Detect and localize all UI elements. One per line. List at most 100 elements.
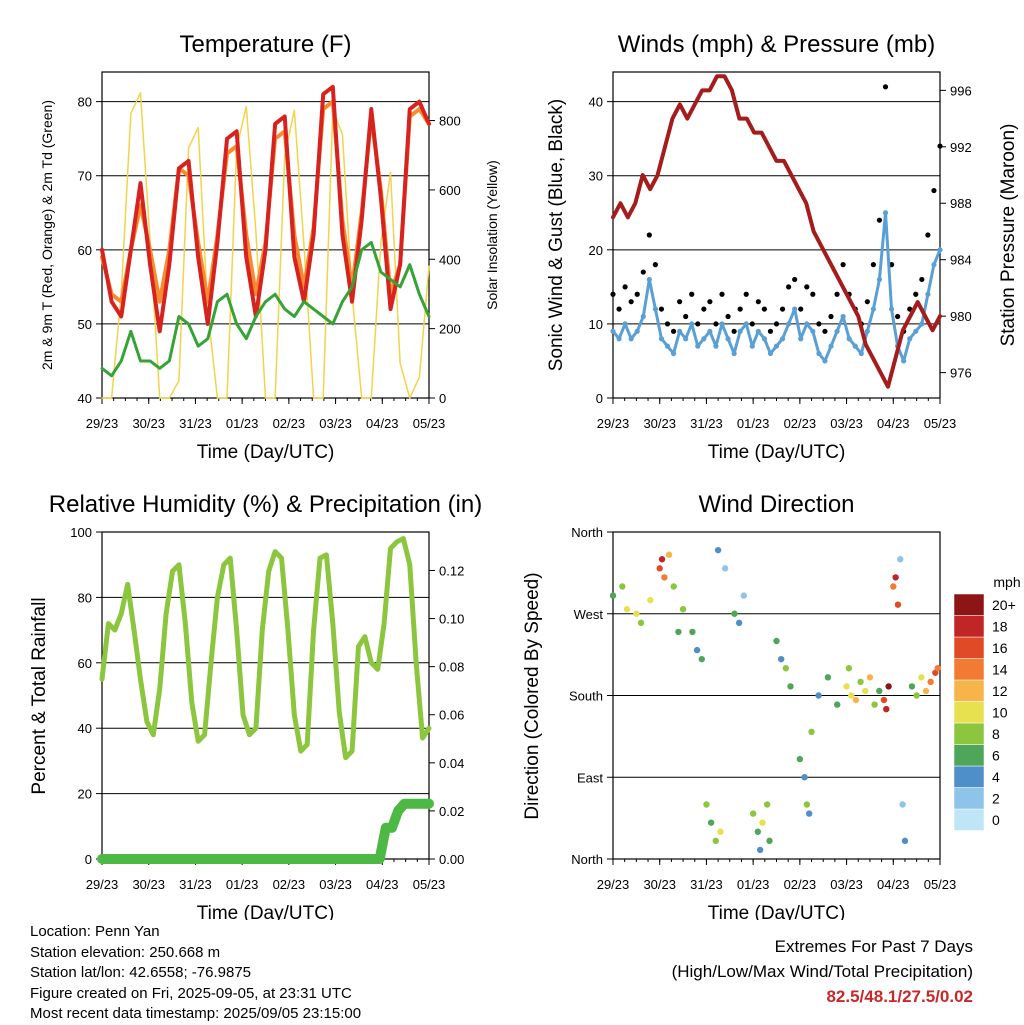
direction-point — [866, 674, 874, 681]
chart-title: Relative Humidity (%) & Precipitation (i… — [49, 491, 482, 518]
y2-tick-label: 200 — [439, 322, 461, 337]
direction-point — [656, 565, 663, 572]
direction-point — [883, 705, 890, 713]
extremes-title: Extremes For Past 7 Days — [774, 937, 973, 956]
gust-point — [658, 306, 665, 312]
gust-point — [683, 313, 689, 320]
x-tick-label: 01/23 — [737, 416, 770, 431]
gust-point — [931, 187, 937, 194]
gust-point — [761, 306, 767, 312]
gust-point — [616, 306, 622, 312]
y-tick-label: West — [574, 607, 604, 622]
chart-title: Winds (mph) & Pressure (mb) — [618, 31, 935, 58]
direction-point — [834, 701, 841, 708]
y2-tick-label: 996 — [950, 83, 972, 98]
x-tick-label: 05/23 — [413, 416, 446, 431]
x-axis-label: Time (Day/UTC) — [197, 903, 335, 920]
direction-point — [623, 606, 631, 613]
direction-point — [679, 606, 687, 613]
direction-point — [806, 810, 813, 817]
gust-point — [695, 321, 701, 327]
x-tick-label: 29/23 — [597, 416, 630, 431]
legend-label: 8 — [992, 726, 1000, 742]
gust-point — [749, 321, 755, 327]
direction-point — [862, 687, 869, 695]
gust-point — [798, 306, 804, 312]
y2-tick-label: 0.00 — [439, 852, 464, 867]
gust-point — [628, 299, 634, 305]
legend-label: 12 — [992, 683, 1008, 699]
pressure-line — [611, 74, 942, 389]
x-axis-label: Time (Day/UTC) — [197, 442, 335, 463]
x-tick-label: 02/23 — [273, 416, 306, 431]
y2-tick-label: 0.10 — [439, 612, 464, 627]
direction-point — [782, 665, 790, 672]
direction-point — [759, 819, 766, 826]
direction-point — [714, 546, 722, 554]
gust-point — [828, 313, 834, 320]
legend-label: 14 — [992, 661, 1008, 677]
gust-point — [913, 291, 919, 297]
gust-point — [834, 291, 840, 297]
gust-point — [816, 321, 822, 327]
gust-point — [870, 262, 876, 268]
recent-text: Most recent data timestamp: 2025/09/05 2… — [30, 1005, 362, 1022]
direction-point — [890, 583, 897, 590]
y-tick-label: 100 — [70, 525, 92, 540]
y-tick-label: South — [569, 689, 603, 704]
gust-point — [677, 299, 683, 305]
gust-point — [634, 291, 640, 297]
x-tick-label: 04/23 — [366, 877, 399, 892]
legend-label: 10 — [992, 704, 1008, 720]
direction-point — [754, 828, 762, 835]
y-axis-label: Sonic Wind & Gust (Blue, Black) — [546, 99, 567, 371]
direction-point — [843, 683, 850, 690]
x-tick-label: 31/23 — [179, 416, 212, 431]
legend-swatch — [953, 722, 985, 745]
gust-point — [882, 84, 889, 90]
y2-tick-label: 976 — [950, 366, 972, 381]
chart-title: Temperature (F) — [179, 31, 351, 58]
x-tick-label: 03/23 — [830, 416, 863, 431]
direction-point — [894, 601, 902, 608]
direction-point — [703, 801, 710, 808]
direction-point — [665, 551, 673, 558]
station-info: Location: Penn Yan Station elevation: 25… — [30, 922, 361, 1025]
extremes-values: 82.5/48.1/27.5/0.02 — [826, 987, 973, 1006]
plot-frame — [612, 71, 941, 399]
x-tick-label: 31/23 — [690, 416, 723, 431]
y-tick-label: North — [571, 525, 603, 540]
x-tick-label: 31/23 — [179, 877, 212, 892]
x-tick-label: 29/23 — [597, 877, 630, 892]
direction-point — [848, 692, 855, 699]
extremes-summary: Extremes For Past 7 Days (High/Low/Max W… — [672, 934, 973, 1009]
x-tick-label: 04/23 — [366, 416, 399, 431]
gust-point — [864, 299, 870, 305]
direction-point — [619, 583, 626, 590]
direction-point — [880, 696, 888, 704]
precip-line — [97, 798, 434, 864]
y-tick-label: East — [577, 770, 603, 785]
legend-label: 20+ — [992, 597, 1016, 613]
y-tick-label: 70 — [78, 169, 92, 184]
extremes-subtitle: (High/Low/Max Wind/Total Precipitation) — [671, 962, 973, 981]
x-tick-label: 03/23 — [830, 877, 863, 892]
direction-point — [766, 837, 773, 845]
y-tick-label: North — [571, 852, 603, 867]
y-axis-label: 2m & 9m T (Red, Orange) & 2m Td (Green) — [39, 100, 55, 370]
legend-title: mph — [993, 574, 1020, 590]
gust-point — [652, 262, 658, 268]
x-tick-label: 05/23 — [924, 877, 957, 892]
gust-point — [810, 291, 816, 297]
x-tick-label: 29/23 — [86, 416, 119, 431]
direction-point — [815, 692, 822, 699]
y-tick-label: 80 — [78, 590, 92, 605]
direction-point — [707, 819, 715, 826]
gust-point — [713, 321, 719, 327]
y-axis-label: Direction (Colored By Speed) — [522, 572, 543, 819]
legend-label: 18 — [992, 618, 1008, 634]
y-tick-label: 40 — [589, 95, 603, 110]
gust-point — [719, 291, 725, 297]
y-axis-label: Percent & Total Rainfall — [29, 597, 50, 794]
x-tick-label: 02/23 — [273, 877, 306, 892]
